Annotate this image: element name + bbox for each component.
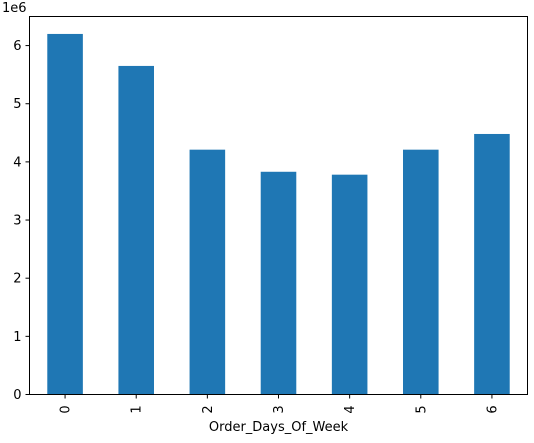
bar-6: [474, 134, 510, 395]
x-tick-label-3: 3: [272, 405, 287, 413]
bar-3: [261, 172, 297, 395]
bar-5: [403, 150, 439, 395]
bar-1: [118, 66, 154, 395]
y-tick-label-2: 2: [13, 272, 21, 287]
y-tick-label-1: 1: [13, 330, 21, 345]
y-tick-label-5: 5: [13, 97, 21, 112]
x-axis-label: Order_Days_Of_Week: [209, 420, 349, 435]
bar-4: [332, 175, 368, 395]
y-tick-label-6: 6: [13, 39, 21, 54]
x-tick-label-2: 2: [201, 405, 216, 413]
y-axis-ticks: 0 1 2 3 4 5 6: [13, 39, 29, 403]
x-tick-label-5: 5: [414, 405, 429, 413]
x-tick-label-1: 1: [130, 405, 145, 413]
y-tick-label-0: 0: [13, 388, 21, 403]
x-axis-ticks: 0 1 2 3 4 5 6: [59, 395, 501, 414]
x-tick-label-4: 4: [343, 405, 358, 413]
y-axis-offset-label: 1e6: [2, 1, 27, 16]
x-tick-label-0: 0: [59, 405, 74, 413]
y-tick-label-3: 3: [13, 214, 21, 229]
bar-0: [47, 34, 83, 395]
x-tick-label-6: 6: [485, 405, 500, 413]
bar-2: [190, 150, 226, 395]
y-tick-label-4: 4: [13, 155, 21, 170]
bars-group: [47, 34, 509, 395]
